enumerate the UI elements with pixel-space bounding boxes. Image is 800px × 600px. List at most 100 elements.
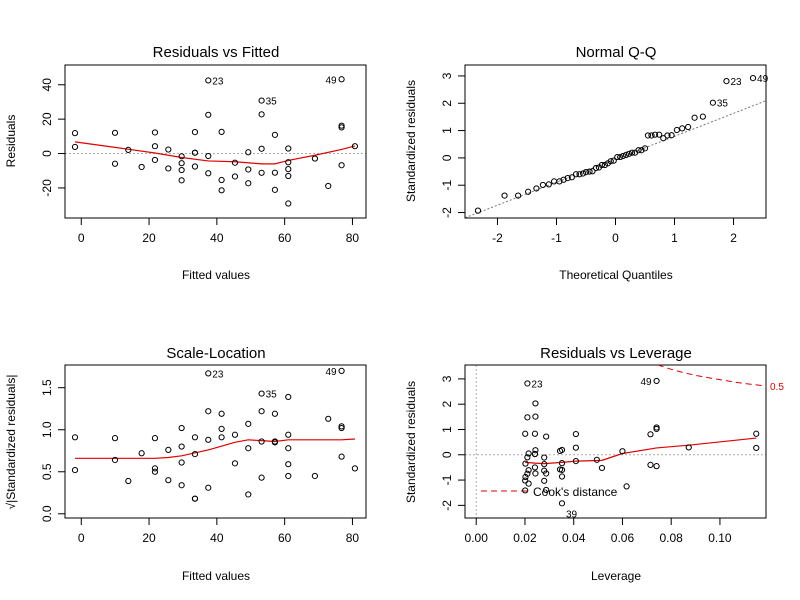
chart-title: Scale-Location [166,345,265,362]
x-axis-label: Leverage [591,569,641,583]
data-point [592,164,600,172]
data-point [285,145,292,152]
data-point [271,439,279,446]
data-point [71,434,79,441]
data-point [532,447,539,454]
data-point [338,122,345,129]
x-tick-label: 2 [730,231,737,245]
data-point [684,123,692,131]
data-point [151,156,159,164]
y-tick-label: 1.0 [40,421,54,438]
lowess-smoother-line [525,437,757,465]
data-point [111,456,119,464]
data-point [205,408,212,415]
data-point [625,150,633,157]
data-point [165,446,172,454]
data-point [178,459,185,466]
data-point [165,165,172,172]
data-point [610,157,617,164]
data-point [325,415,332,422]
data-point [582,169,590,176]
data-point [351,143,359,150]
data-point [258,169,265,176]
lowess-smoother-line [74,141,356,165]
data-point [532,400,539,407]
x-tick-label: 0.02 [513,531,537,545]
data-point [205,370,212,377]
data-point [285,166,292,173]
data-point [601,161,608,169]
data-point [525,188,532,195]
data-point [474,207,482,214]
data-point [151,468,159,475]
data-point [218,128,225,135]
chart-title: Normal Q-Q [576,44,657,61]
data-point [753,430,760,437]
data-point [628,149,636,156]
data-point [623,151,630,158]
data-point [623,483,630,490]
data-point [545,181,552,188]
point-id-label: 35 [717,99,729,110]
data-point [668,132,675,139]
data-point [218,176,225,184]
point-id-label: 49 [640,377,652,388]
data-point [285,200,292,207]
data-point [338,423,345,430]
data-point [338,367,345,374]
data-point [165,477,172,484]
data-point [71,143,79,151]
y-tick-label: -1 [440,474,454,485]
data-point [191,495,199,502]
x-tick-label: 0.04 [562,531,586,545]
panel-normal-qq: Normal Q-Q Theoretical Quantiles Standar… [404,44,769,282]
data-point [699,113,706,120]
data-point [572,444,579,451]
data-point [271,169,279,176]
x-tick-label: 20 [142,531,156,545]
data-point [165,146,172,153]
x-tick-label: 0.10 [708,531,732,545]
data-point [531,464,539,471]
data-point [685,444,692,451]
y-axis-label: Residuals [4,115,18,168]
data-point [576,171,583,178]
data-point [539,181,547,189]
point-id-label: 23 [531,379,543,390]
x-tick-label: 60 [278,231,292,245]
data-point [524,454,531,461]
data-point [325,182,332,190]
data-point [568,174,575,181]
data-point [218,187,225,194]
data-point [311,472,319,480]
data-point [558,466,566,474]
x-tick-label: 40 [210,231,224,245]
x-axis-label: Theoretical Quantiles [559,268,672,282]
data-point [522,460,529,467]
data-point [543,470,550,477]
data-point [178,153,185,160]
data-point [564,175,571,182]
data-point [245,149,252,156]
chart-title: Residuals vs Fitted [153,44,280,61]
y-tick-label: 0 [440,451,454,458]
y-tick-label: 1 [440,426,454,433]
data-point [617,153,624,161]
data-point [218,434,225,441]
data-point [541,454,548,461]
data-point [271,186,279,193]
panel-scale-location: Scale-Location Fitted values √|Standardi… [4,345,367,583]
cooks-legend-label: Cook's distance [533,485,618,499]
data-point [524,380,531,387]
data-point [647,461,654,468]
data-point [178,482,185,489]
y-tick-label: 2 [440,100,454,107]
data-point [151,435,159,442]
data-point [338,124,345,131]
data-point [111,435,119,442]
data-point [311,155,319,162]
point-id-label: 49 [325,367,337,378]
data-point [598,464,606,472]
x-tick-label: 20 [142,231,156,245]
data-point [620,152,627,160]
